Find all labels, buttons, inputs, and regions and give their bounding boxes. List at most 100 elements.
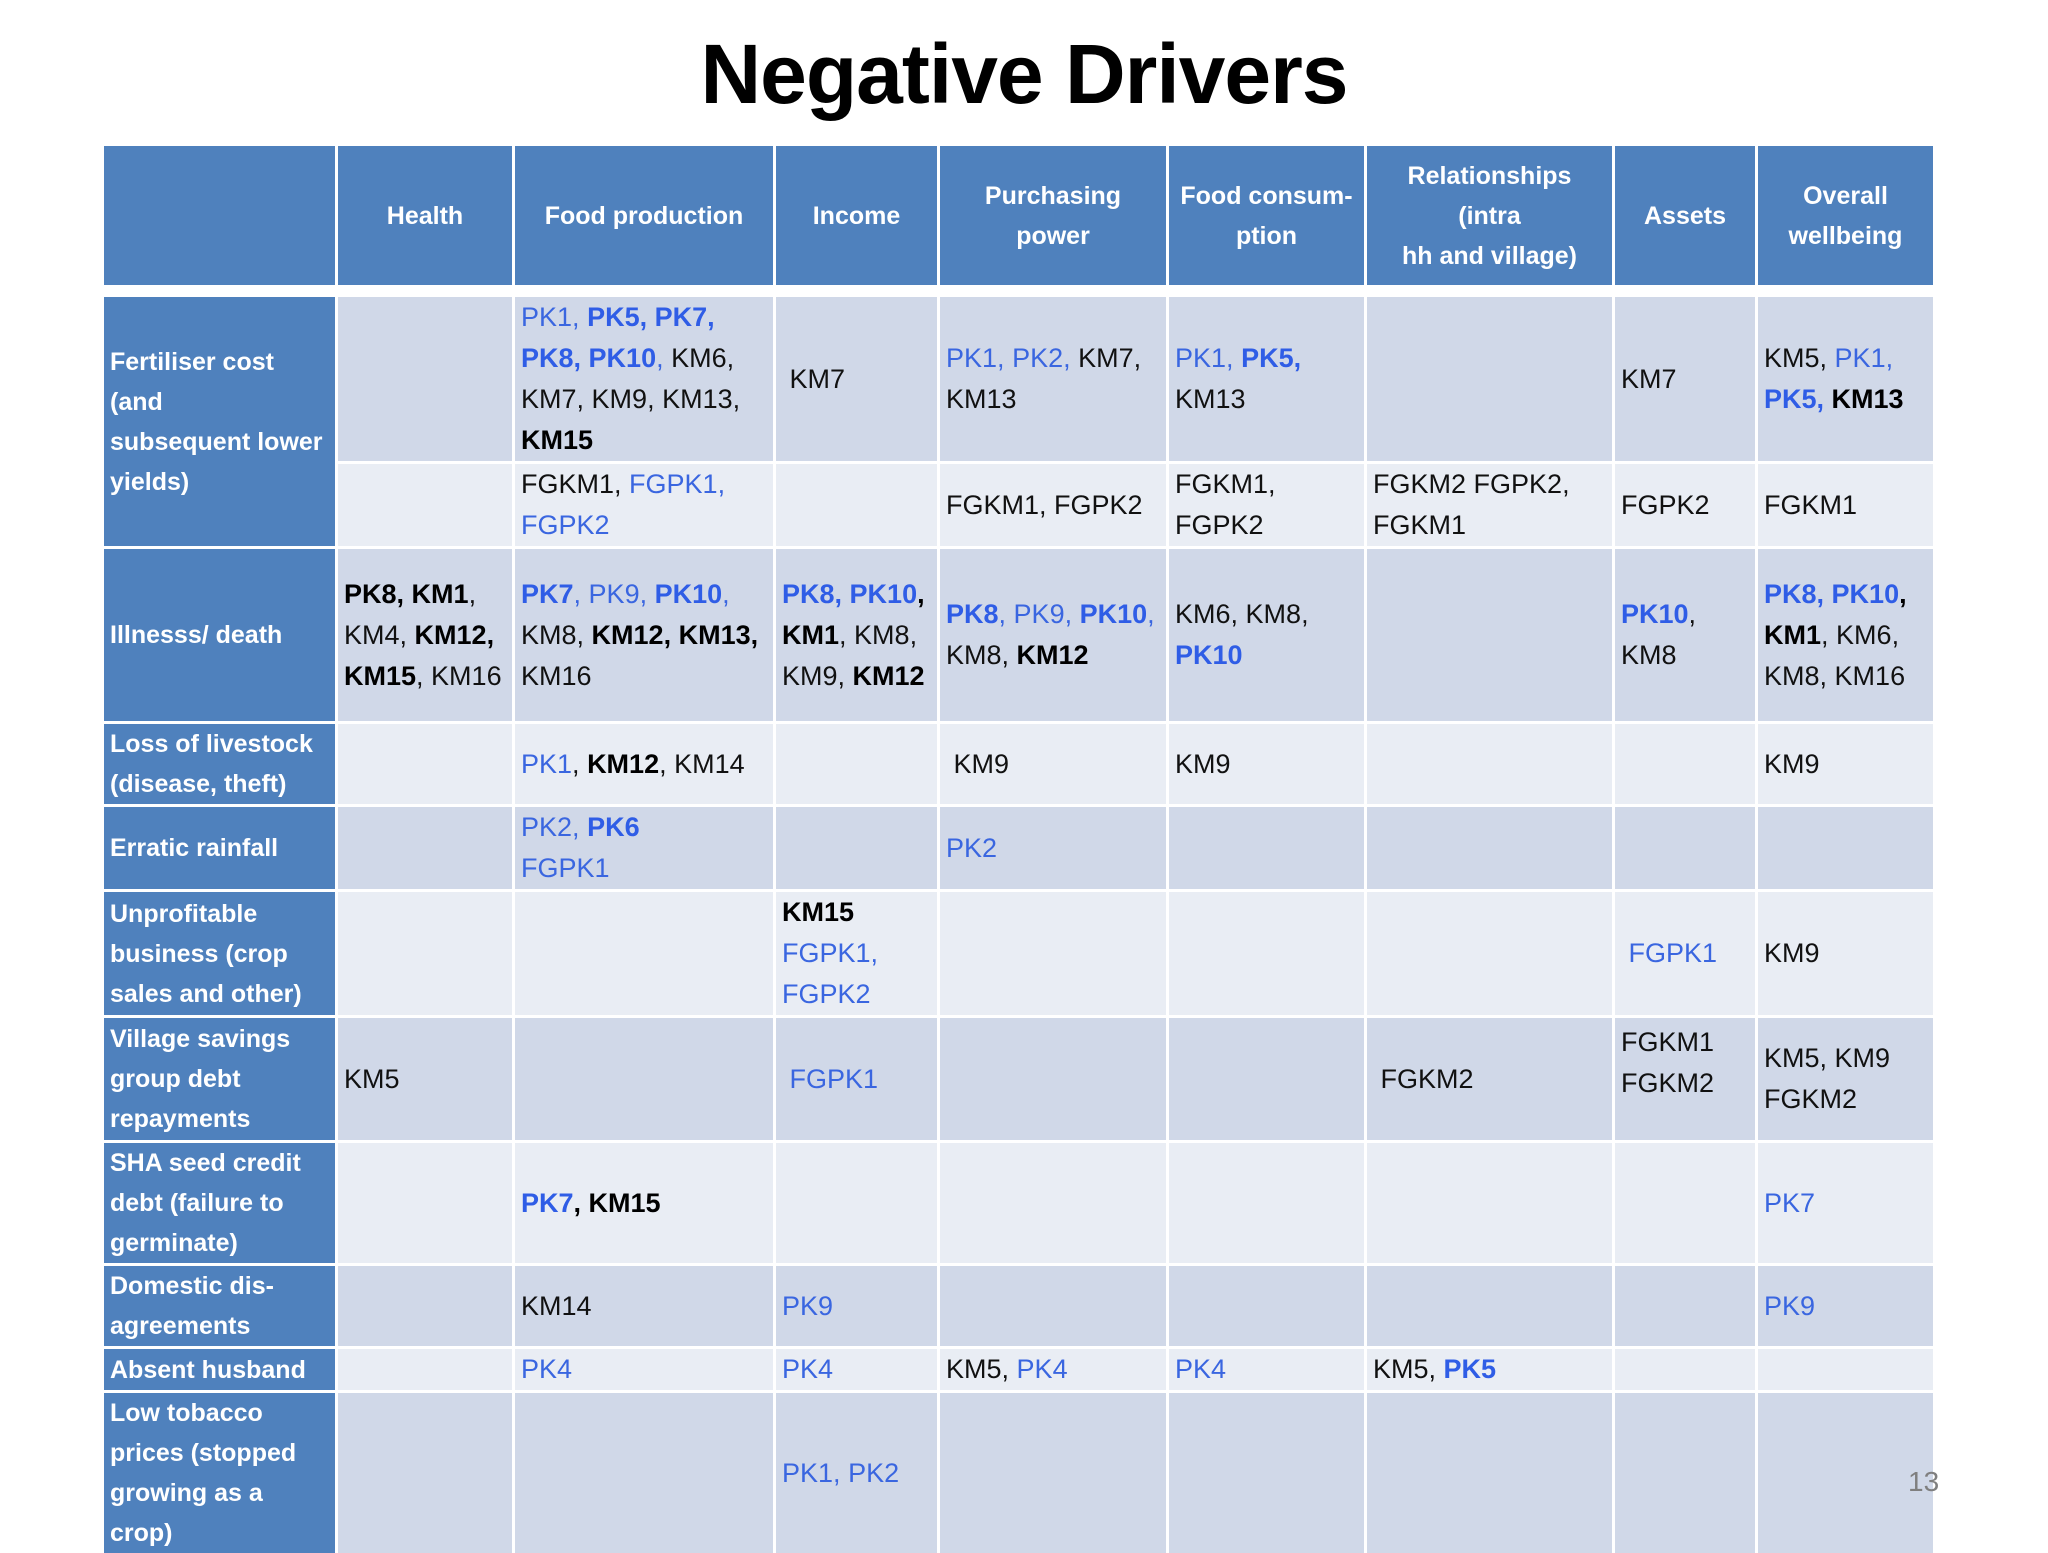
row-header-line: growing as a crop) [110, 1479, 263, 1547]
row-header-line: Fertiliser cost (and [110, 347, 274, 416]
col-header-relationships: Relationships (intra hh and village) [1367, 146, 1612, 285]
cell-income [776, 724, 937, 804]
cell-overall-wellbeing: KM5, PK1, PK5, KM13 [1758, 297, 1933, 461]
cell-food-production: PK1, KM12, KM14 [515, 724, 773, 804]
cell-relationships [1367, 297, 1612, 461]
cell-purchasing-power: KM5, PK4 [940, 1349, 1166, 1390]
cell-relationships [1367, 724, 1612, 804]
cell-income: PK8, PK10, KM1, KM8, KM9, KM12 [776, 549, 937, 721]
cell-assets: KM7 [1615, 297, 1755, 461]
cell-relationships [1367, 549, 1612, 721]
cell-health [338, 807, 512, 889]
row-header-village-savings: Village savings group debt repayments [104, 1018, 335, 1140]
cell-relationships: FGKM2 FGPK2, FGKM1 [1367, 464, 1612, 546]
cell-purchasing-power: KM9 [940, 724, 1166, 804]
cell-food-consumption [1169, 1018, 1364, 1140]
cell-relationships: FGKM2 [1367, 1018, 1612, 1140]
cell-purchasing-power [940, 892, 1166, 1015]
cell-purchasing-power: PK8, PK9, PK10, KM8, KM12 [940, 549, 1166, 721]
cell-health [338, 1349, 512, 1390]
cell-food-consumption [1169, 892, 1364, 1015]
cell-health [338, 892, 512, 1015]
row-header-line: germinate) [110, 1229, 238, 1257]
cell-health [338, 1143, 512, 1263]
row-header-low-tobacco-prices: Low tobacco prices (stopped growing as a c… [104, 1393, 335, 1553]
cell-relationships [1367, 1266, 1612, 1346]
cell-assets [1615, 1349, 1755, 1390]
row-header-line: Erratic rainfall [110, 834, 279, 862]
cell-overall-wellbeing: KM9 [1758, 724, 1933, 804]
cell-food-consumption: FGKM1, FGPK2 [1169, 464, 1364, 546]
row-header-line: (disease, theft) [110, 770, 287, 798]
row-header-livestock: Loss of livestock (disease, theft) [104, 724, 335, 804]
cell-overall-wellbeing: KM9 [1758, 892, 1933, 1015]
cell-relationships [1367, 807, 1612, 889]
row-header-rainfall: Erratic rainfall [104, 807, 335, 889]
cell-purchasing-power: PK2 [940, 807, 1166, 889]
cell-overall-wellbeing: KM5, KM9 FGKM2 [1758, 1018, 1933, 1140]
cell-food-consumption [1169, 1393, 1364, 1553]
row-header-line: Unprofitable [110, 899, 258, 928]
page-number: 13 [1908, 1466, 1940, 1497]
slide-title: Negative Drivers [700, 27, 1348, 121]
header-line: hh and village) [1401, 241, 1578, 270]
row-header-sha-seed-credit: SHA seed credit debt (failure to germinate… [104, 1143, 335, 1263]
cell-overall-wellbeing: PK7 [1758, 1143, 1933, 1263]
cell-income: KM15 FGPK1, FGPK2 [776, 892, 937, 1015]
cell-food-production: PK1, PK5, PK7, PK8, PK10, KM6, KM7, KM9,… [515, 297, 773, 461]
table-row: Village savings group debt repayments KM5 … [104, 1018, 1933, 1140]
cell-overall-wellbeing [1758, 1393, 1933, 1553]
cell-health: KM5 [338, 1018, 512, 1140]
table-row: SHA seed credit debt (failure to germinate… [104, 1143, 1933, 1263]
row-header-fertiliser: Fertiliser cost (and subsequent lower yi… [104, 297, 335, 546]
cell-health: PK8, KM1, KM4, KM12, KM15, KM16 [338, 549, 512, 721]
row-header-line: Low tobacco [110, 1399, 263, 1427]
cell-overall-wellbeing [1758, 807, 1933, 889]
header-row: Health Food production Income Purchasing… [104, 146, 1933, 285]
cell-income: PK9 [776, 1266, 937, 1346]
header-line: Food consum- [1180, 181, 1353, 210]
row-header-line: Absent husband [110, 1355, 306, 1384]
cell-income [776, 464, 937, 546]
cell-health [338, 1393, 512, 1553]
table-row: Loss of livestock (disease, theft) PK1, K… [104, 724, 1933, 804]
row-header-line: group debt [110, 1065, 241, 1093]
col-header-assets: Assets [1615, 146, 1755, 285]
row-header-line: repayments [110, 1105, 251, 1133]
col-header-health: Health [338, 146, 512, 285]
cell-health [338, 724, 512, 804]
cell-purchasing-power [940, 1143, 1166, 1263]
cell-relationships [1367, 892, 1612, 1015]
table-row: Low tobacco prices (stopped growing as a c… [104, 1393, 1933, 1553]
cell-health [338, 1266, 512, 1346]
cell-income [776, 1143, 937, 1263]
cell-food-production [515, 892, 773, 1015]
cell-purchasing-power [940, 1266, 1166, 1346]
cell-food-production: PK7, KM15 [515, 1143, 773, 1263]
row-header-line: Loss of livestock [110, 730, 313, 758]
col-header-food-production: Food production [515, 146, 773, 285]
cell-assets [1615, 1143, 1755, 1263]
col-header-food-consumption: Food consum-ption [1169, 146, 1364, 285]
header-line: wellbeing [1788, 221, 1903, 250]
cell-food-consumption: PK4 [1169, 1349, 1364, 1390]
cell-food-production: PK4 [515, 1349, 773, 1390]
cell-overall-wellbeing: FGKM1 [1758, 464, 1933, 546]
cell-overall-wellbeing [1758, 1349, 1933, 1390]
cell-food-production: PK7, PK9, PK10, KM8, KM12, KM13, KM16 [515, 549, 773, 721]
cell-assets: PK10, KM8 [1615, 549, 1755, 721]
cell-assets: FGPK2 [1615, 464, 1755, 546]
col-header-purchasing-power: Purchasing power [940, 146, 1166, 285]
row-header-line: SHA seed credit [110, 1149, 301, 1177]
header-line: ption [1235, 221, 1298, 250]
cell-relationships [1367, 1393, 1612, 1553]
row-header-line: business (crop [110, 939, 288, 968]
cell-food-consumption: KM9 [1169, 724, 1364, 804]
cell-food-production: KM14 [515, 1266, 773, 1346]
row-header-line: agreements [110, 1312, 251, 1340]
cell-food-consumption [1169, 1143, 1364, 1263]
cell-purchasing-power: FGKM1, FGPK2 [940, 464, 1166, 546]
cell-income [776, 807, 937, 889]
header-stub [104, 146, 335, 285]
cell-food-consumption [1169, 1266, 1364, 1346]
